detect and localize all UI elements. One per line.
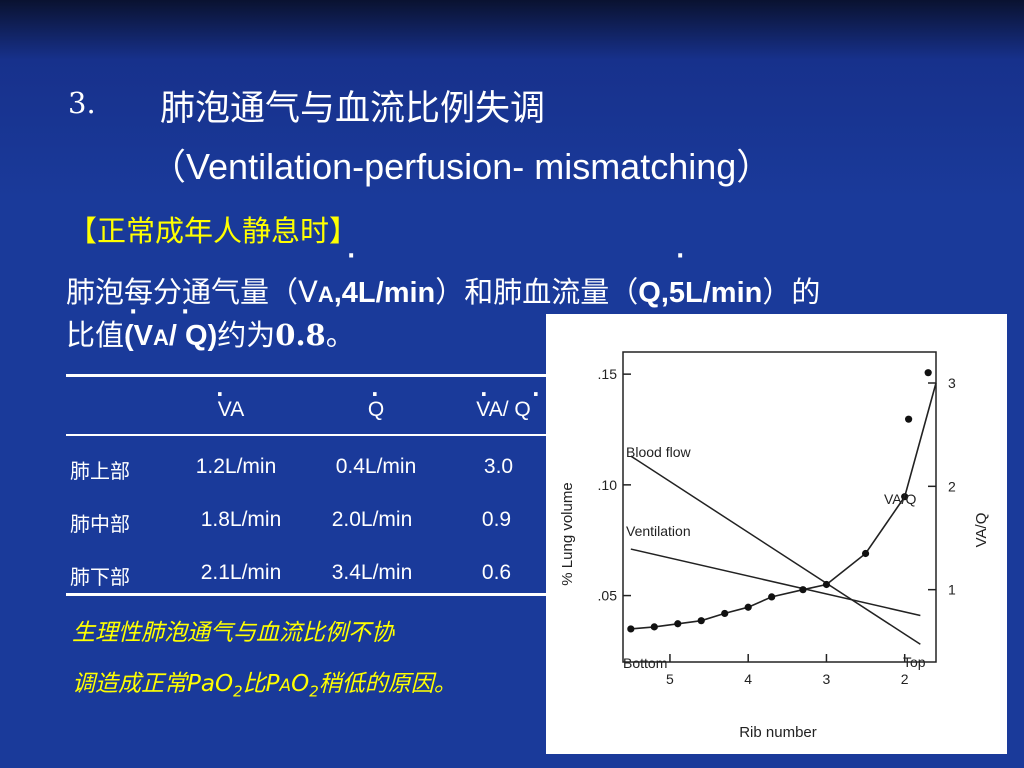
para-value: ,4L/min	[333, 277, 436, 309]
y-left-tick-label: .10	[598, 477, 618, 493]
para-value: Q,5L/min	[638, 277, 763, 309]
y-left-tick-label: .15	[598, 366, 618, 382]
va-q-point	[744, 603, 752, 611]
dot-mark: ·	[676, 244, 685, 269]
row-label-lower: 肺下部	[70, 565, 130, 589]
note-text: 调造成正常PaO	[72, 671, 234, 697]
va-q-point	[901, 493, 909, 501]
item-number: 3.	[68, 86, 96, 120]
para-value: (V	[124, 320, 154, 352]
cell-q-lower: 3.4L/min	[331, 561, 413, 584]
table-header-ratio: VA/ Q	[476, 398, 531, 421]
y-left-tick-label: .05	[598, 588, 618, 604]
va-q-curve	[630, 382, 937, 630]
para-text: 肺泡每分通气量（V	[66, 275, 318, 309]
va-q-point	[721, 609, 729, 618]
label-va-q: VA/Q	[884, 491, 917, 507]
label-bottom: Bottom	[623, 655, 667, 671]
va-q-point	[674, 620, 682, 628]
x-tick-label: 3	[823, 671, 831, 687]
x-tick-label: 4	[744, 671, 752, 687]
va-q-point	[822, 580, 831, 589]
note-small: A	[279, 676, 292, 696]
section-label: 【正常成年人静息时】	[68, 214, 359, 248]
va-q-point	[697, 617, 705, 625]
para-text: ）的	[762, 275, 821, 309]
note-line-1: 生理性肺泡通气与血流比例不协	[72, 620, 394, 646]
cell-va-middle: 1.8L/min	[200, 508, 282, 531]
para-text: 比值	[66, 318, 125, 352]
plot-frame	[622, 351, 937, 663]
para-sub: A	[153, 325, 169, 350]
para-text: 。	[325, 318, 355, 352]
label-ventilation: Ventilation	[626, 523, 691, 539]
va-q-point	[861, 549, 870, 558]
note-text: O	[291, 671, 310, 697]
x-tick-label: 5	[666, 671, 674, 687]
va-q-point	[768, 593, 776, 601]
cell-ratio-upper: 3.0	[483, 455, 514, 478]
y-right-tick-label: 2	[948, 478, 956, 494]
dot-mark: ·	[480, 382, 488, 406]
para-value: 0.8	[275, 318, 326, 352]
y-right-tick-label: 3	[948, 375, 956, 391]
note-text: 稍低的原因。	[318, 671, 457, 697]
cell-ratio-lower: 0.6	[481, 561, 512, 584]
row-label-middle: 肺中部	[70, 512, 130, 536]
y-axis-label-right: VA/Q	[973, 513, 990, 548]
table-header-q: Q	[367, 398, 385, 421]
table-bottom-rule	[66, 593, 556, 596]
note-line-2: 调造成正常PaO2比PAO2稍低的原因。	[72, 664, 457, 701]
dot-mark: ·	[532, 382, 540, 406]
table-top-rule	[66, 374, 556, 377]
para-text: 约为	[217, 318, 276, 352]
x-tick-label: 2	[901, 671, 909, 687]
y-right-tick-label: 1	[948, 582, 956, 598]
va-q-point	[799, 586, 807, 594]
table-header-va: VA	[217, 398, 245, 421]
row-label-upper: 肺上部	[70, 459, 130, 483]
dot-mark: ·	[347, 244, 356, 269]
x-axis-label: Rib number	[739, 724, 817, 741]
dot-mark: ·	[371, 382, 379, 406]
paragraph-line-2: 比值(VA/ Q)约为0.8。	[66, 315, 820, 358]
cell-ratio-middle: 0.9	[481, 508, 512, 531]
cell-va-lower: 2.1L/min	[200, 561, 282, 584]
dot-mark: ·	[216, 382, 224, 406]
blood-flow-line	[630, 455, 921, 645]
va-q-point	[650, 623, 658, 631]
label-blood-flow: Blood flow	[626, 444, 691, 460]
para-value: / Q)	[168, 320, 218, 352]
table-header-rule	[66, 434, 556, 436]
dot-mark: ·	[181, 300, 190, 325]
va-q-point	[905, 415, 913, 423]
label-top: Top	[903, 654, 926, 670]
cell-va-upper: 1.2L/min	[195, 455, 277, 478]
va-q-point	[627, 625, 635, 633]
dot-mark: ·	[129, 300, 138, 325]
slide-subtitle: （Ventilation-perfusion- mismatching）	[150, 146, 773, 187]
para-sub: A	[317, 282, 334, 307]
chart-panel: 5 4 3 2 .15 .10 .05 3 2 1 % Lung volume VA/Q Rib …	[546, 314, 1007, 754]
paragraph-line-1: 肺泡每分通气量（VA,4L/min）和肺血流量（Q,5L/min）的	[66, 272, 820, 315]
description-paragraph: 肺泡每分通气量（VA,4L/min）和肺血流量（Q,5L/min）的 比值(VA…	[66, 272, 820, 358]
lung-volume-chart: 5 4 3 2 .15 .10 .05 3 2 1 % Lung volume VA/Q Rib …	[559, 351, 990, 741]
note-sub: 2	[309, 682, 319, 701]
cell-q-upper: 0.4L/min	[335, 455, 417, 478]
cell-q-middle: 2.0L/min	[331, 508, 413, 531]
ventilation-line	[630, 548, 921, 617]
para-text: ）和肺血流量（	[435, 275, 639, 309]
slide-title: 肺泡通气与血流比例失调	[160, 89, 546, 129]
va-q-point	[924, 369, 932, 377]
note-text: 比P	[242, 671, 280, 697]
note-sub: 2	[233, 682, 243, 701]
y-axis-label-left: % Lung volume	[559, 482, 576, 585]
